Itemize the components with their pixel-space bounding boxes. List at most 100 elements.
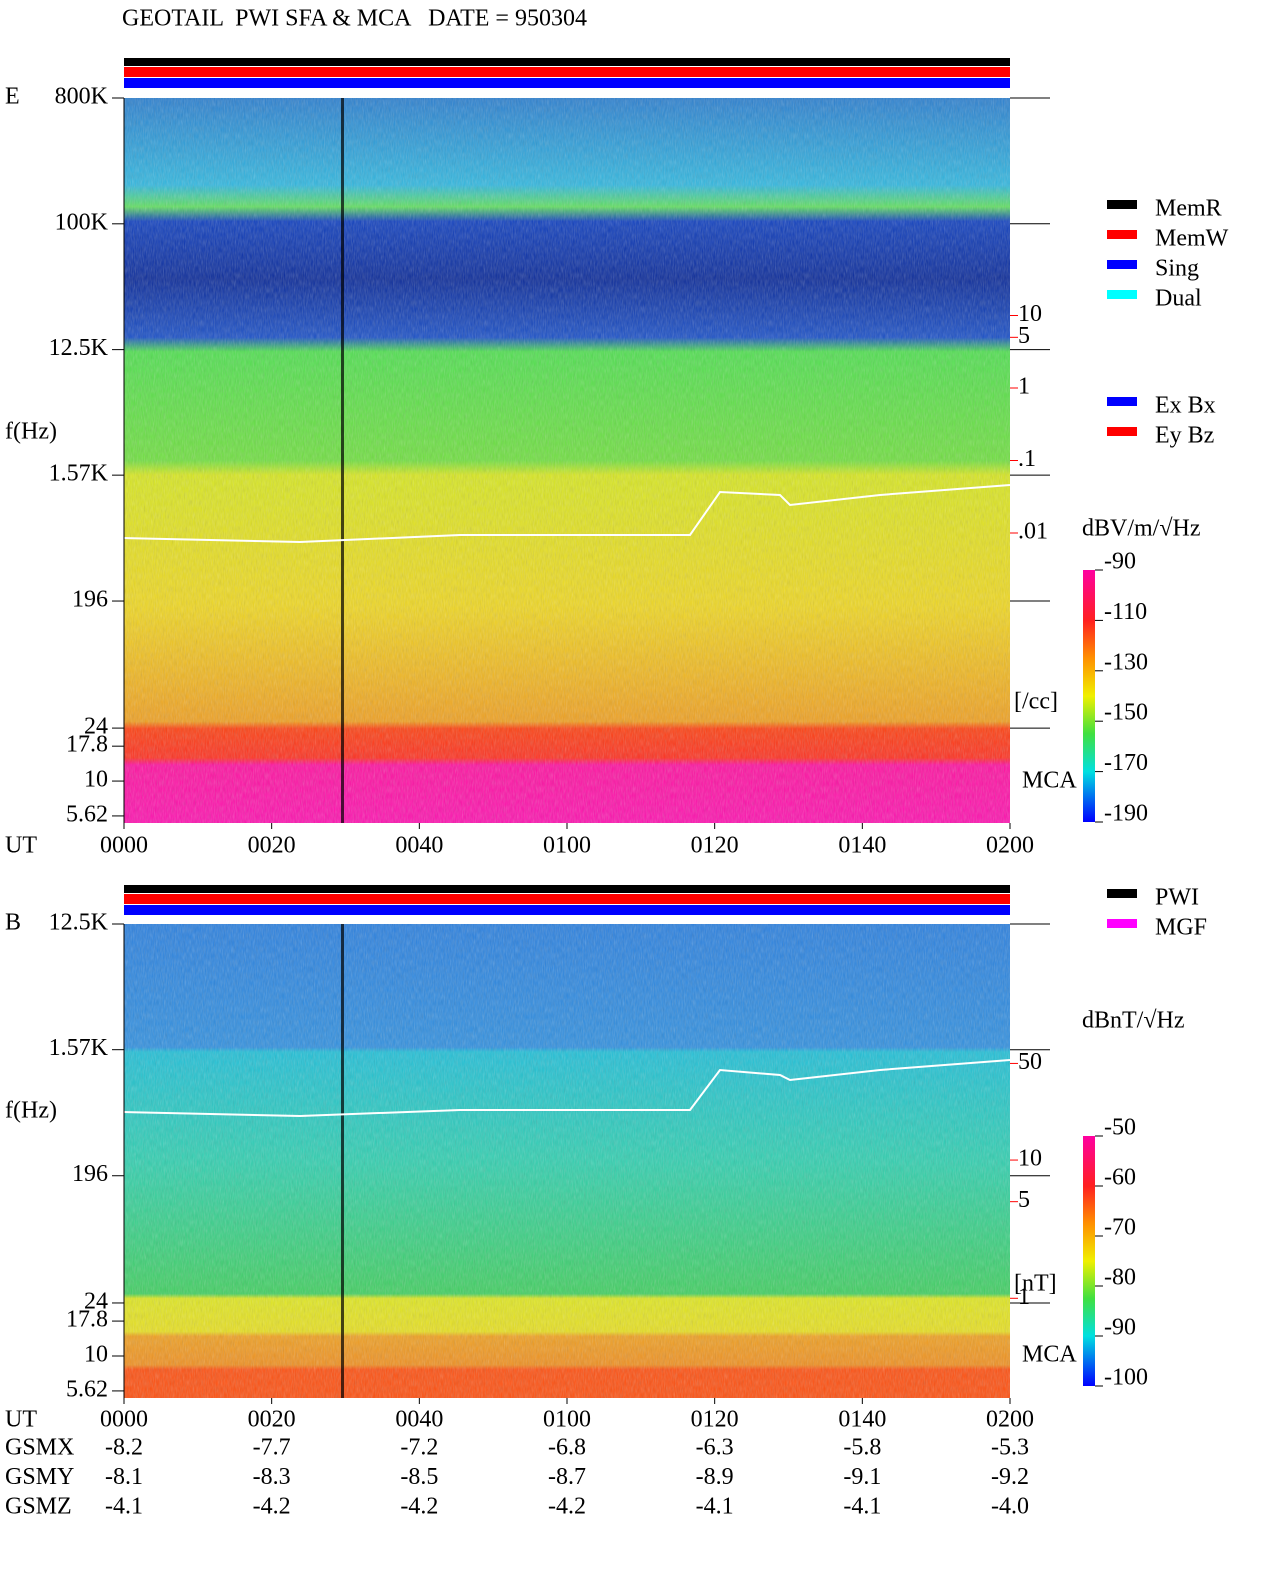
orbit-value: -4.1 xyxy=(843,1494,881,1520)
x-tick-label: 0120 xyxy=(691,1407,739,1433)
orbit-name: GSMY xyxy=(5,1464,74,1490)
legend-label: Ey Bz xyxy=(1155,423,1214,449)
y-tick-label: 17.8 xyxy=(66,732,108,758)
panel-label: B xyxy=(5,910,21,936)
orbit-value: -4.2 xyxy=(548,1494,586,1520)
legend-label: MemR xyxy=(1155,196,1222,222)
y-tick-label: 24 xyxy=(84,714,108,740)
colorbar-label: dBnT/√Hz xyxy=(1082,1008,1185,1034)
orbit-value: -7.7 xyxy=(253,1435,291,1461)
orbit-value: -4.0 xyxy=(991,1494,1029,1520)
legend-swatch xyxy=(1107,200,1137,209)
y2-tick-label: 10 xyxy=(1018,1146,1042,1172)
legend-swatch xyxy=(1107,230,1137,239)
legend-swatch xyxy=(1107,260,1137,269)
legend-label: Dual xyxy=(1155,286,1202,312)
y-tick-label: 17.8 xyxy=(66,1307,108,1333)
x-tick-label: 0020 xyxy=(248,833,296,859)
orbit-value: -6.8 xyxy=(548,1435,586,1461)
x-tick-label: 0100 xyxy=(543,1407,591,1433)
colorbar-tick-label: -60 xyxy=(1104,1165,1136,1191)
y-tick-label: 5.62 xyxy=(66,801,108,827)
y-tick-label: 1.57K xyxy=(49,1035,109,1061)
colorbar-tick-label: -80 xyxy=(1104,1265,1136,1291)
y-tick-label: 196 xyxy=(72,587,108,613)
orbit-value: -4.1 xyxy=(696,1494,734,1520)
legend-label: MemW xyxy=(1155,226,1229,252)
orbit-value: -4.2 xyxy=(253,1494,291,1520)
orbit-value: -4.1 xyxy=(105,1494,143,1520)
y-tick-label: 12.5K xyxy=(49,910,109,936)
x-tick-label: 0140 xyxy=(838,1407,886,1433)
colorbar-tick-label: -170 xyxy=(1104,750,1148,776)
orbit-value: -8.2 xyxy=(105,1435,143,1461)
mode-bar xyxy=(124,58,1010,66)
orbit-value: -6.3 xyxy=(696,1435,734,1461)
colorbar-tick-label: -150 xyxy=(1104,700,1148,726)
x-axis-label: UT xyxy=(5,833,37,859)
y-tick-label: 100K xyxy=(55,209,109,235)
legend-swatch xyxy=(1107,290,1137,299)
data-gap xyxy=(341,924,344,1398)
y2-tick-label: 50 xyxy=(1018,1049,1042,1075)
y2-tick-label: 5 xyxy=(1018,1187,1030,1213)
mode-bar xyxy=(124,894,1010,904)
mode-bar xyxy=(124,905,1010,915)
orbit-value: -7.2 xyxy=(400,1435,438,1461)
density-trace xyxy=(123,484,1011,544)
y-tick-label: 5.62 xyxy=(66,1376,108,1402)
x-tick-label: 0140 xyxy=(838,833,886,859)
legend-swatch xyxy=(1107,889,1137,898)
spectrogram-texture xyxy=(124,98,1010,823)
x-tick-label: 0020 xyxy=(248,1407,296,1433)
colorbar-tick-label: -90 xyxy=(1104,1315,1136,1341)
x-tick-label: 0000 xyxy=(100,1407,148,1433)
orbit-name: GSMZ xyxy=(5,1494,72,1520)
orbit-value: -9.1 xyxy=(843,1464,881,1490)
x-tick-label: 0200 xyxy=(986,1407,1034,1433)
legend-label: Sing xyxy=(1155,256,1199,282)
y-tick-label: 10 xyxy=(84,767,108,793)
y-tick-label: 800K xyxy=(55,84,109,110)
x-tick-label: 0040 xyxy=(395,833,443,859)
colorbar-tick-label: -50 xyxy=(1104,1115,1136,1141)
y-tick-label: 10 xyxy=(84,1342,108,1368)
orbit-value: -8.3 xyxy=(253,1464,291,1490)
y2-axis-label: [nT] xyxy=(1014,1271,1057,1297)
y-axis-label: f(Hz) xyxy=(5,419,57,445)
orbit-value: -8.1 xyxy=(105,1464,143,1490)
orbit-value: -8.7 xyxy=(548,1464,586,1490)
y2-tick-label: 1 xyxy=(1018,374,1030,400)
legend-swatch xyxy=(1107,919,1137,928)
spectrogram-texture xyxy=(124,924,1010,1398)
legend-label: PWI xyxy=(1155,885,1199,911)
x-axis-label: UT xyxy=(5,1407,37,1433)
orbit-value: -8.9 xyxy=(696,1464,734,1490)
band-label: MCA xyxy=(1022,1342,1077,1368)
y-tick-label: 196 xyxy=(72,1161,108,1187)
colorbar xyxy=(1083,570,1095,822)
y2-tick-label: .01 xyxy=(1018,519,1048,545)
colorbar-tick-label: -190 xyxy=(1104,801,1148,827)
band-label: MCA xyxy=(1022,768,1077,794)
y2-tick-label: 10 xyxy=(1018,301,1042,327)
colorbar-tick-label: -110 xyxy=(1104,599,1147,625)
x-tick-label: 0040 xyxy=(395,1407,443,1433)
y2-tick-label: .1 xyxy=(1018,446,1036,472)
y-tick-label: 24 xyxy=(84,1288,108,1314)
x-tick-label: 0000 xyxy=(100,833,148,859)
x-tick-label: 0200 xyxy=(986,833,1034,859)
title: GEOTAIL PWI SFA & MCA DATE = 950304 xyxy=(122,6,587,32)
legend-label: Ex Bx xyxy=(1155,393,1216,419)
colorbar-tick-label: -90 xyxy=(1104,549,1136,575)
mode-bar xyxy=(124,78,1010,88)
y-axis-label: f(Hz) xyxy=(5,1098,57,1124)
y-tick-label: 1.57K xyxy=(49,461,109,487)
y2-tick-label: 1 xyxy=(1018,1284,1030,1310)
orbit-value: -5.8 xyxy=(843,1435,881,1461)
mode-bar xyxy=(124,67,1010,77)
legend-swatch xyxy=(1107,427,1137,436)
x-tick-label: 0100 xyxy=(543,833,591,859)
colorbar-tick-label: -130 xyxy=(1104,649,1148,675)
